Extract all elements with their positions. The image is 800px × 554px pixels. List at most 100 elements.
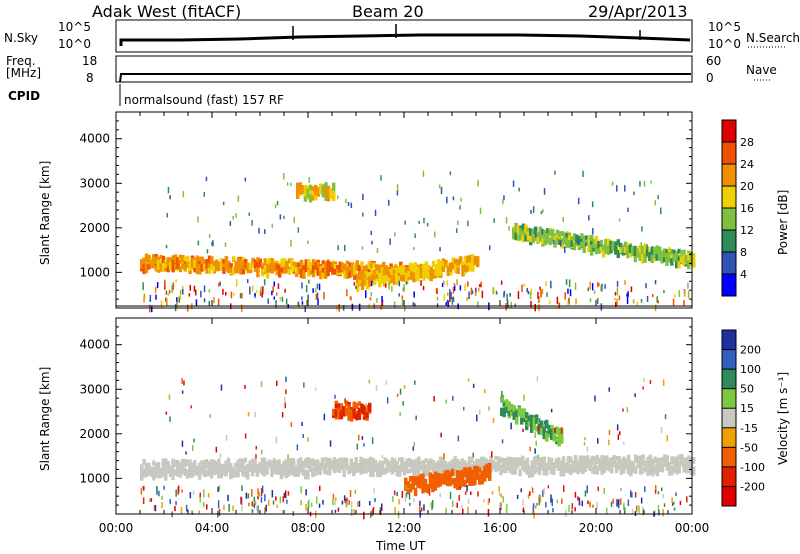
velocity-cell <box>236 468 240 478</box>
power-cell <box>171 264 175 273</box>
power-cell <box>514 222 518 228</box>
power-noise <box>195 299 198 307</box>
velocity-cell <box>453 466 457 476</box>
power-cell <box>365 280 370 290</box>
power-noise <box>286 182 289 186</box>
velocity-cell <box>639 460 643 469</box>
power-noise <box>305 285 308 293</box>
velocity-cell <box>458 463 462 471</box>
velocity-cell <box>301 468 305 476</box>
power-cell <box>268 268 272 273</box>
velocity-cell <box>253 459 257 466</box>
velocity-noise <box>244 433 247 439</box>
velocity-cell <box>684 457 689 464</box>
power-cell <box>328 261 333 267</box>
power-noise <box>588 215 590 221</box>
velocity-cell <box>600 463 604 472</box>
power-noise <box>200 290 202 298</box>
velocity-noise <box>192 445 194 451</box>
velocity-cell <box>361 459 366 467</box>
velocity-noise <box>189 492 192 499</box>
velocity-cell <box>250 458 255 465</box>
power-noise <box>273 296 275 300</box>
velocity-noise <box>658 510 660 516</box>
power-noise <box>347 202 350 206</box>
power-cell <box>638 252 642 261</box>
velocity-cell <box>352 466 356 474</box>
velocity-cell <box>433 479 437 488</box>
power-cell <box>670 258 674 266</box>
velocity-cell <box>504 458 508 465</box>
power-noise <box>398 293 400 297</box>
velocity-cell <box>229 463 233 469</box>
velocity-noise <box>574 491 577 498</box>
velocity-cell <box>450 479 455 485</box>
velocity-noise <box>673 507 676 511</box>
power-noise <box>279 296 281 301</box>
velocity-cell <box>376 463 380 470</box>
power-cell <box>592 239 596 248</box>
velocity-cell <box>530 421 534 428</box>
power-cell <box>302 269 306 279</box>
velocity-cell <box>545 465 549 475</box>
power-noise <box>426 222 429 227</box>
velocity-cell <box>397 465 402 473</box>
velocity-noise <box>168 394 171 400</box>
velocity-cell <box>236 459 240 467</box>
velocity-noise <box>467 378 470 382</box>
power-cell <box>171 255 175 262</box>
velocity-colorbar-segment <box>722 388 736 409</box>
power-noise <box>450 292 452 300</box>
power-noise <box>166 298 168 307</box>
power-noise <box>369 297 372 301</box>
velocity-noise <box>551 498 553 507</box>
velocity-noise <box>185 451 187 455</box>
power-cell <box>616 250 620 259</box>
velocity-cell <box>188 459 192 469</box>
velocity-cell <box>356 465 361 473</box>
power-cell <box>316 261 321 268</box>
power-cell <box>599 246 603 252</box>
power-cell <box>521 223 526 231</box>
power-cell <box>362 266 367 272</box>
power-cell <box>385 275 389 282</box>
velocity-cell <box>359 466 363 475</box>
velocity-cell <box>426 462 431 472</box>
velocity-cell <box>660 463 665 471</box>
velocity-cell <box>595 465 599 475</box>
velocity-cell <box>173 459 178 465</box>
velocity-cell <box>523 468 527 473</box>
velocity-cell <box>284 460 288 470</box>
velocity-cell <box>332 457 337 464</box>
velocity-cell <box>545 432 549 442</box>
power-noise <box>624 280 626 285</box>
power-cell <box>436 268 441 278</box>
velocity-noise <box>394 507 396 514</box>
power-noise <box>589 281 591 290</box>
velocity-cell <box>296 458 301 467</box>
power-noise <box>459 205 461 210</box>
velocity-cell <box>508 456 513 466</box>
velocity-cell <box>614 456 619 461</box>
velocity-cell <box>357 401 362 406</box>
velocity-cell <box>325 469 329 476</box>
power-cell <box>253 259 258 269</box>
velocity-cell <box>246 470 250 480</box>
velocity-cell <box>294 467 298 477</box>
power-noise <box>307 294 309 302</box>
velocity-cell <box>692 466 696 476</box>
velocity-cell <box>501 457 505 463</box>
power-cell <box>331 269 335 275</box>
velocity-noise <box>334 394 336 399</box>
power-cell <box>306 189 310 198</box>
power-cell <box>560 237 564 243</box>
velocity-noise <box>218 485 221 491</box>
velocity-noise <box>165 411 168 415</box>
velocity-cell <box>185 459 190 466</box>
power-cell <box>405 273 409 283</box>
velocity-cell <box>433 471 437 480</box>
power-noise <box>271 223 273 228</box>
power-noise <box>258 227 260 234</box>
power-noise <box>475 287 477 293</box>
velocity-noise <box>285 376 287 383</box>
